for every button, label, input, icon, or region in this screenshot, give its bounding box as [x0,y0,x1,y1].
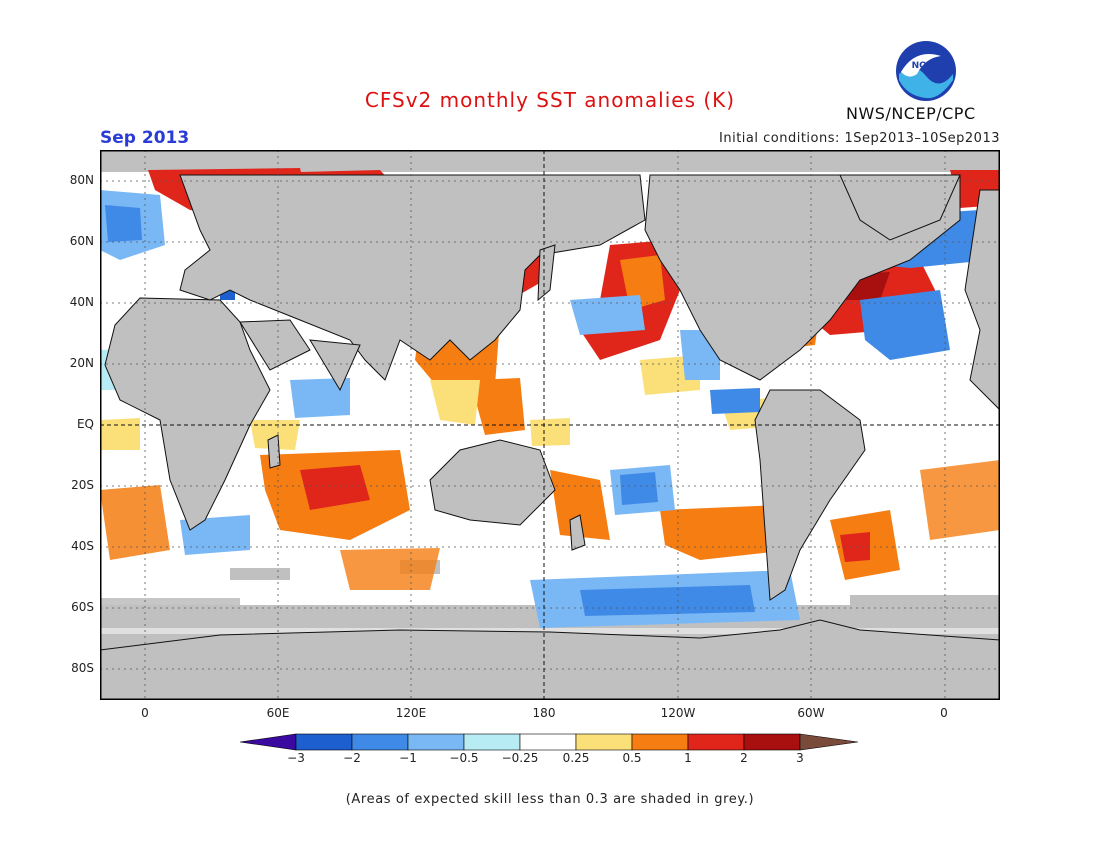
australia-outline [429,439,556,526]
colorbar-segment [799,733,859,751]
japan-outline [537,244,556,302]
colorbar-segment [687,733,745,751]
colorbar [240,733,859,751]
colorbar-segment [295,733,353,751]
lat-label: 40S [71,539,94,553]
colorbar-label: −1 [399,751,417,765]
greenland-outline [839,174,961,241]
lon-label: 60E [266,706,290,720]
lat-label: 80S [71,661,94,675]
colorbar-segment [519,733,577,751]
colorbar-segment [351,733,409,751]
lon-label: 120W [660,706,696,720]
colorbar-segment [463,733,521,751]
lat-label: 80N [69,173,94,187]
land-masses [100,174,1000,700]
madagascar-outline [267,434,281,469]
sst-anomaly-map [100,150,1000,700]
colorbar-label: −0.25 [501,751,539,765]
lon-label: 120E [395,706,427,720]
graticule [100,150,1000,700]
colorbar-label: 1 [684,751,692,765]
colorbar-label: −3 [287,751,305,765]
india-outline [309,339,361,392]
lat-label: 60N [69,234,94,248]
map-title: CFSv2 monthly SST anomalies (K) [364,88,736,112]
lat-label: 20N [69,356,94,370]
lon-label: 0 [141,706,149,720]
lat-label: 60S [71,600,94,614]
lon-label: 60W [797,706,825,720]
colorbar-label: 3 [796,751,804,765]
colorbar-label: 0.5 [622,751,642,765]
logo-text: NOAA [912,61,941,71]
south-america-outline [754,389,866,601]
colorbar-label: 0.25 [562,751,590,765]
africa-outline [104,297,271,531]
skill-footnote: (Areas of expected skill less than 0.3 a… [345,792,755,807]
lat-label: EQ [76,417,94,431]
colorbar-label: −2 [343,751,361,765]
forecast-month: Sep 2013 [100,128,190,148]
noaa-logo-icon: NOAA [896,41,956,101]
colorbar-segment [575,733,633,751]
map-frame [100,150,1000,700]
lat-label: 40N [69,295,94,309]
europe-africa-edge-outline [964,189,1000,411]
arabia-outline [239,319,311,371]
initial-conditions: Initial conditions: 1Sep2013–10Sep2013 [719,131,1000,146]
colorbar-segment [407,733,465,751]
colorbar-label: −0.5 [449,751,479,765]
lat-label: 20S [71,478,94,492]
colorbar-segment [631,733,689,751]
lon-label: 0 [940,706,948,720]
colorbar-segment [240,733,297,751]
antarctica-outline [100,619,1000,700]
lon-label: 180 [532,706,556,720]
agency-label: NWS/NCEP/CPC [846,104,976,123]
colorbar-segment [743,733,801,751]
colorbar-label: 2 [740,751,748,765]
reference-lines [100,150,1000,700]
new-zealand-outline [569,514,586,551]
